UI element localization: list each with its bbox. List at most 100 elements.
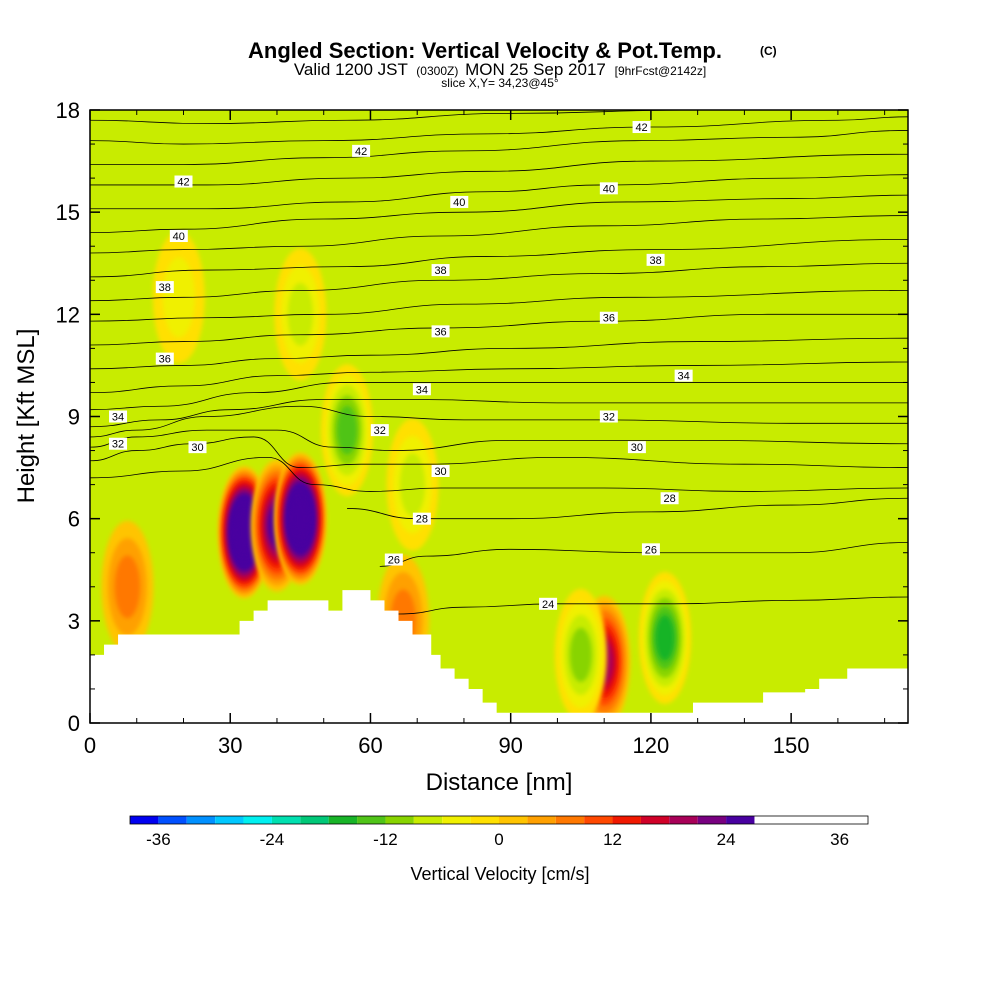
contour-label-box xyxy=(674,369,693,382)
contour-label-8: 38 xyxy=(646,253,665,267)
theta-contours xyxy=(90,110,908,615)
contour-label-12: 34 xyxy=(412,383,431,396)
velocity-field xyxy=(101,231,691,723)
theta-contour-26-20 xyxy=(379,542,908,567)
updraft-core-5-level-3 xyxy=(114,555,141,619)
contour-label-10: 36 xyxy=(155,352,174,366)
theta-contour-36-9 xyxy=(90,290,908,322)
theta-contour-34-12 xyxy=(90,361,908,394)
contour-label-text: 42 xyxy=(635,122,647,134)
colorbar-swatch xyxy=(584,816,613,824)
contour-label-text: 30 xyxy=(191,442,203,454)
updraft-core-0-level-15 xyxy=(236,514,252,550)
colorbar-swatch xyxy=(640,816,670,824)
contour-label-box xyxy=(188,441,207,454)
contour-label-text: 26 xyxy=(388,555,400,567)
theta-contour-40-3 xyxy=(90,153,908,186)
colorbar-swatch xyxy=(215,816,244,824)
colorbar-tick-label: -36 xyxy=(146,830,171,849)
colorbar-swatch xyxy=(555,816,585,824)
theta-contour-36-11 xyxy=(90,337,908,370)
colorbar-swatch xyxy=(186,816,216,824)
contour-label-text: 36 xyxy=(434,326,446,338)
colorbar-swatch xyxy=(697,816,727,824)
theta-contour-34-13 xyxy=(90,382,908,411)
contour-label-box xyxy=(627,441,646,454)
colorbar-swatch xyxy=(499,816,528,824)
colorbar-tick-label: 36 xyxy=(830,830,849,849)
contour-label-text: 30 xyxy=(434,466,446,478)
contour-label-box xyxy=(539,597,558,610)
contour-label-box xyxy=(431,325,450,338)
contour-label-text: 42 xyxy=(177,177,189,189)
contour-label-text: 34 xyxy=(678,371,690,383)
contour-label-16: 32 xyxy=(109,437,128,451)
contour-label-21: 28 xyxy=(412,512,431,526)
contour-label-text: 38 xyxy=(649,255,661,267)
colorbar-tick-label: 0 xyxy=(494,830,503,849)
terrain-mask xyxy=(90,590,908,723)
contour-label-box xyxy=(646,253,665,266)
theta-contour-42-1 xyxy=(90,116,908,145)
colorbar-swatch xyxy=(158,816,187,824)
colorbar-swatch xyxy=(300,816,329,824)
colorbar-swatch xyxy=(612,816,641,824)
y-tick-label: 15 xyxy=(56,200,80,225)
downdraft-core-0-level-5 xyxy=(337,405,358,455)
contour-label-4: 40 xyxy=(169,230,188,243)
contour-label-box xyxy=(599,182,618,195)
contour-label-7: 38 xyxy=(155,281,174,294)
contour-label-15: 32 xyxy=(370,424,389,437)
colorbar-swatch xyxy=(357,816,386,824)
contour-label-1: 42 xyxy=(174,175,193,189)
contour-label-11: 36 xyxy=(599,311,618,325)
colorbar-swatch xyxy=(328,816,358,824)
theta-contour-24-21 xyxy=(398,596,908,615)
contour-label-17: 32 xyxy=(599,410,618,424)
contour-label-box xyxy=(155,281,174,294)
colorbar-label: Vertical Velocity [cm/s] xyxy=(410,864,589,884)
x-axis-label: Distance [nm] xyxy=(426,769,573,796)
subtitle-date: MON 25 Sep 2017 xyxy=(465,60,606,79)
contour-label-box xyxy=(632,121,651,134)
theta-contour-36-10 xyxy=(90,313,908,346)
colorbar-swatch xyxy=(385,816,414,824)
contour-label-box xyxy=(641,543,660,556)
contour-label-22: 28 xyxy=(660,492,679,505)
contour-label-box xyxy=(660,492,679,505)
contour-label-text: 28 xyxy=(416,514,428,526)
contour-label-text: 32 xyxy=(374,425,386,437)
title-mark: (C) xyxy=(760,44,777,58)
contour-label-19: 30 xyxy=(431,464,450,478)
y-tick-label: 9 xyxy=(68,405,80,430)
contour-label-text: 32 xyxy=(603,412,615,424)
theta-contour-32-14 xyxy=(90,399,908,428)
theta-contour-32-15 xyxy=(90,405,908,438)
contour-label-box xyxy=(174,175,193,188)
subtitle-valid: Valid 1200 JST xyxy=(294,60,408,79)
contour-label-24: 26 xyxy=(641,543,660,556)
colorbar: -36 -24 -12 0 12 24 36 xyxy=(129,815,869,849)
contour-label-text: 24 xyxy=(542,599,554,611)
theta-contour-42-2 xyxy=(90,130,908,165)
x-tick-label: 0 xyxy=(84,733,96,758)
x-tick-label: 90 xyxy=(498,733,522,758)
contour-label-box xyxy=(599,410,618,423)
contour-label-box xyxy=(431,264,450,277)
contour-labels: 42 42 42 40 40 40 38 38 38 36 36 36 34 34 34 32 32 32 30 30… xyxy=(109,121,693,611)
colorbar-swatch xyxy=(527,816,556,824)
theta-contour-28-18 xyxy=(90,456,908,492)
contour-label-box xyxy=(412,383,431,396)
contour-label-20: 30 xyxy=(627,441,646,454)
contour-label-3: 40 xyxy=(450,195,469,209)
colorbar-swatch xyxy=(130,816,159,824)
contour-label-box xyxy=(169,230,188,243)
theta-contour-38-6 xyxy=(90,215,908,254)
contour-label-text: 40 xyxy=(603,183,615,195)
contour-label-text: 32 xyxy=(112,439,124,451)
downdraft-core-1-level-6 xyxy=(655,615,675,661)
colorbar-tick-label: 24 xyxy=(717,830,736,849)
y-tick-label: 18 xyxy=(56,98,80,123)
